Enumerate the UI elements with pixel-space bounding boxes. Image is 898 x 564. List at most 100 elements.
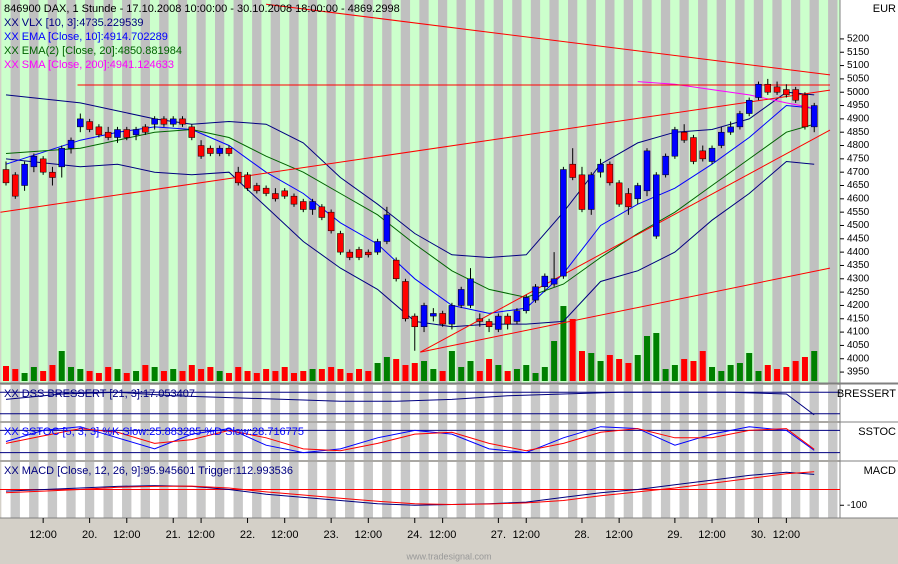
candle-body	[810, 105, 818, 128]
stripe	[586, 423, 596, 460]
volume-bar	[792, 361, 799, 381]
y-tick-label: 5000	[847, 87, 870, 98]
volume-bar	[133, 371, 140, 381]
volume-bar	[616, 359, 623, 381]
stripe	[307, 423, 318, 460]
stripe	[280, 423, 290, 460]
candle-body	[476, 318, 484, 322]
stripe	[447, 0, 457, 383]
volume-bar	[77, 369, 84, 381]
candle-body	[49, 171, 56, 178]
candle-body	[699, 150, 706, 160]
stripe	[224, 0, 234, 383]
stripe	[633, 385, 643, 421]
candle-body	[30, 155, 38, 168]
oscillator-line	[5, 428, 815, 452]
volume-bar	[523, 365, 530, 381]
candle-body	[615, 182, 623, 205]
stripe	[688, 385, 699, 421]
candle-body	[736, 113, 744, 128]
stripe	[215, 423, 225, 460]
candle-body	[448, 305, 456, 325]
stripe	[679, 0, 689, 383]
candle-body	[430, 313, 437, 317]
stripe	[159, 423, 169, 460]
stripe	[428, 423, 438, 460]
stripe	[716, 423, 726, 460]
volume-bar	[718, 371, 725, 381]
volume-bar	[532, 373, 539, 381]
stripe	[707, 423, 717, 460]
candle-body	[235, 171, 242, 184]
stripe	[558, 385, 569, 421]
candle-body	[39, 158, 47, 173]
stripe	[791, 385, 801, 421]
stripe	[149, 423, 160, 460]
volume-bar	[588, 353, 595, 381]
stripe	[196, 423, 206, 460]
volume-bar	[458, 367, 465, 381]
stripe	[345, 423, 355, 460]
volume-bar	[21, 373, 28, 381]
volume-bar	[709, 367, 716, 381]
stripe	[837, 423, 840, 460]
stripe	[763, 0, 773, 383]
y-tick-label: 4300	[847, 273, 870, 284]
stripe	[112, 0, 123, 383]
stripe	[744, 423, 754, 460]
x-tick-label: 12:00	[773, 529, 801, 541]
volume-bar	[198, 369, 205, 381]
stripe	[558, 423, 569, 460]
volume-bar	[179, 371, 186, 381]
stripe	[716, 0, 726, 383]
stripe	[84, 0, 95, 383]
volume-bar	[244, 371, 251, 381]
stripe	[698, 0, 708, 383]
y-tick-label: 3950	[847, 367, 870, 378]
x-tick-label: 29.	[667, 529, 682, 541]
volume-bar	[114, 369, 121, 381]
x-tick-label: 27.	[491, 529, 506, 541]
x-tick-label: 21.	[166, 529, 181, 541]
stripe	[707, 385, 717, 421]
stripe	[372, 423, 383, 460]
y-tick-label: 4600	[847, 193, 870, 204]
stripe	[363, 0, 373, 383]
candle-body	[104, 131, 112, 138]
stripe	[242, 423, 253, 460]
y-tick-label: 4350	[847, 260, 870, 271]
candle-body	[318, 206, 326, 218]
y-tick-label: 4500	[847, 220, 870, 231]
y-tick-label: 4800	[847, 140, 870, 151]
stripe	[103, 0, 113, 383]
volume-bar	[467, 361, 474, 381]
volume-bar	[736, 363, 743, 381]
stripe	[410, 0, 420, 383]
candle-body	[662, 155, 669, 176]
stripe	[205, 0, 216, 383]
volume-bar	[774, 369, 781, 381]
candle-body	[262, 187, 270, 194]
watermark: www.tradesignal.com	[405, 551, 491, 561]
stripe	[317, 0, 327, 383]
stripe	[456, 423, 466, 460]
stripe	[233, 385, 243, 421]
stripe	[800, 0, 810, 383]
stripe	[716, 385, 726, 421]
candle-body	[680, 131, 688, 141]
candle-body	[216, 147, 223, 154]
stripe	[568, 0, 578, 383]
volume-bar	[207, 367, 214, 381]
stripe	[447, 385, 457, 421]
stripe	[614, 423, 624, 460]
candle-body	[522, 297, 530, 312]
stripe	[29, 385, 39, 421]
stripe	[177, 423, 188, 460]
stripe	[326, 423, 336, 460]
y-tick-label: 4700	[847, 167, 870, 178]
candle-body	[411, 315, 419, 328]
volume-bar	[95, 373, 102, 381]
stripe	[595, 423, 606, 460]
stripe	[688, 423, 699, 460]
stripe	[38, 423, 48, 460]
